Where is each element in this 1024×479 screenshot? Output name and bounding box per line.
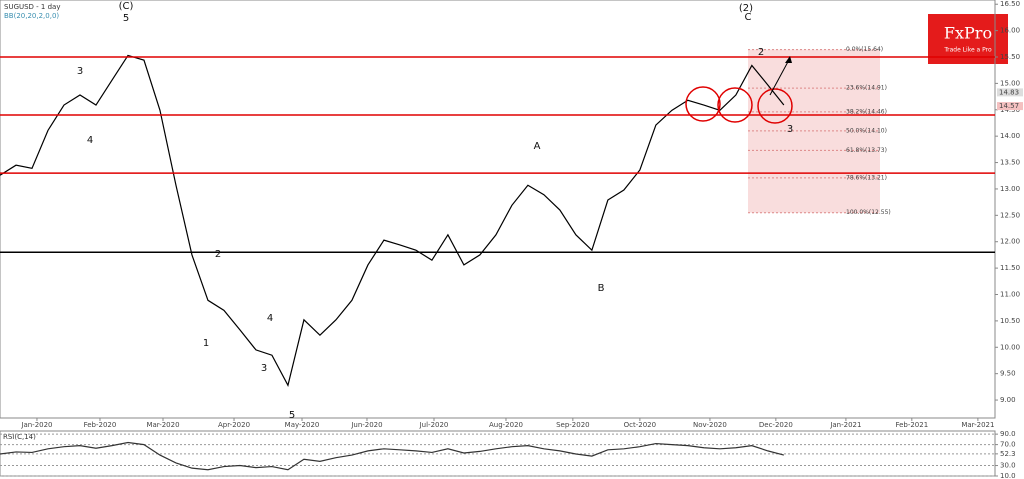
wave-label: A	[534, 141, 541, 152]
wave-label: 1	[203, 338, 209, 349]
highlight-circle	[757, 88, 793, 124]
y-tick-label: 10.00	[1000, 343, 1020, 351]
price-tag	[997, 102, 1023, 111]
fib-label: 0.0%(15.64)	[846, 46, 883, 53]
wave-label: 5	[289, 410, 295, 421]
y-tick-label: 16.50	[1000, 0, 1020, 8]
highlight-circle	[685, 86, 721, 122]
chart-title: SUGUSD - 1 day	[4, 3, 60, 11]
wave-label: 2	[215, 249, 221, 260]
x-tick-label: Aug-2020	[489, 421, 523, 429]
price-line	[0, 54, 785, 387]
y-tick-label: 11.00	[1000, 291, 1020, 299]
y-tick-label: 10.0	[1000, 472, 1016, 479]
x-tick-label: Apr-2020	[218, 421, 250, 429]
x-tick-label: Nov-2020	[693, 421, 727, 429]
y-tick-label: 15.00	[1000, 79, 1020, 87]
fib-label: 100.0%(12.55)	[846, 209, 891, 216]
fib-label: 38.2%(14.46)	[846, 108, 887, 115]
x-tick-label: Oct-2020	[624, 421, 656, 429]
y-tick-label: 14.00	[1000, 132, 1020, 140]
x-tick-label: Sep-2020	[556, 421, 590, 429]
x-tick-label: Feb-2021	[895, 421, 928, 429]
y-tick-label: 12.50	[1000, 211, 1020, 219]
wave-label: 5	[123, 13, 129, 24]
highlight-circle	[717, 87, 753, 123]
y-tick-label: 15.50	[1000, 53, 1020, 61]
price-tag-label: 14.57	[999, 102, 1019, 110]
fib-label: 61.8%(13.73)	[846, 147, 887, 154]
y-tick-label: 11.50	[1000, 264, 1020, 272]
y-tick-label: 9.50	[1000, 370, 1016, 378]
y-tick-label: 10.50	[1000, 317, 1020, 325]
wave-label: 3	[787, 124, 793, 135]
arrow-head	[785, 56, 792, 63]
rsi-title: RSI(C,14)	[3, 433, 36, 441]
x-tick-label: Jan-2020	[20, 421, 52, 429]
y-tick-label: 13.00	[1000, 185, 1020, 193]
y-tick-label: 30.0	[1000, 462, 1016, 470]
indicator-label: BB(20,20,2,0,0)	[4, 12, 59, 20]
fib-label: 78.6%(13.21)	[846, 174, 887, 181]
y-tick-label: 70.0	[1000, 441, 1016, 449]
x-tick-label: May-2020	[285, 421, 320, 429]
x-tick-label: Mar-2020	[146, 421, 179, 429]
wave-label: (C)	[119, 1, 134, 12]
x-tick-label: Jun-2020	[350, 421, 382, 429]
y-tick-label: 90.0	[1000, 430, 1016, 438]
wave-label: C	[745, 12, 752, 23]
plot-frame	[0, 0, 996, 419]
wave-label: 4	[87, 135, 93, 146]
price-tag	[997, 88, 1023, 97]
y-tick-label: 9.00	[1000, 396, 1016, 404]
wave-label: 3	[261, 363, 267, 374]
y-tick-label: 16.00	[1000, 27, 1020, 35]
price-line	[0, 441, 784, 471]
fib-label: 50.0%(14.10)	[846, 127, 887, 134]
x-tick-label: Mar-2021	[961, 421, 994, 429]
x-tick-label: Jul-2020	[419, 421, 449, 429]
x-tick-label: Feb-2020	[84, 421, 117, 429]
arrow	[769, 57, 791, 96]
wave-label: (2)	[739, 3, 753, 14]
x-tick-label: Jan-2021	[829, 421, 861, 429]
wave-label: B	[598, 283, 605, 294]
logo-name: FxPro	[944, 24, 992, 43]
y-tick-label: 12.00	[1000, 238, 1020, 246]
wave-label: 4	[267, 313, 273, 324]
wave-label: 3	[77, 66, 83, 77]
y-tick-label: 13.50	[1000, 159, 1020, 167]
x-tick-label: Dec-2020	[759, 421, 793, 429]
logo-tagline: Trade Like a Pro	[943, 47, 992, 54]
y-tick-label: 52.3	[1000, 450, 1016, 458]
wave-label: 2	[758, 47, 764, 58]
fib-label: 23.6%(14.91)	[846, 85, 887, 92]
price-tag-label: 14.83	[999, 88, 1019, 96]
